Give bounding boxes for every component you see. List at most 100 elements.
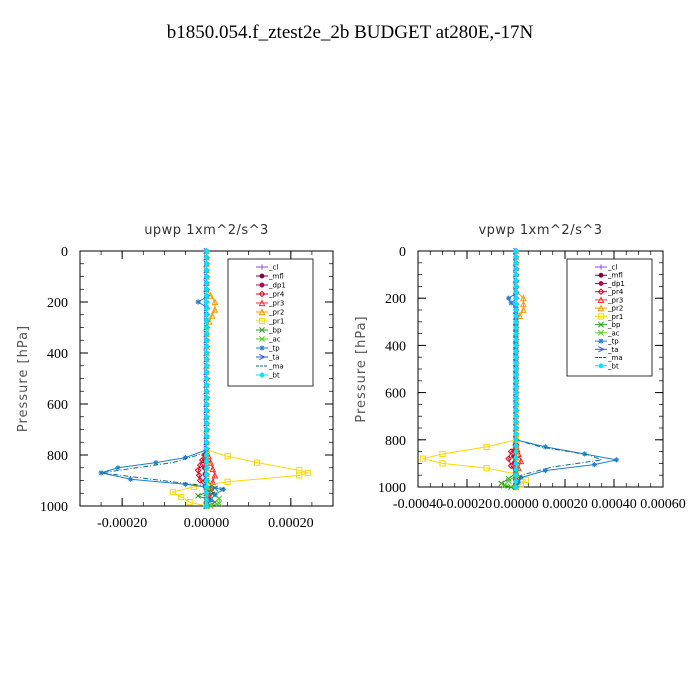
marker bbox=[204, 478, 209, 483]
chart-panel-2: vpwp 1xm^2/s^3 Pressure [hPa] 0 200 400 600 80… bbox=[354, 223, 686, 512]
legend-label: _ac bbox=[607, 329, 620, 337]
marker bbox=[204, 452, 209, 458]
marker bbox=[208, 311, 216, 319]
y-axis-label: Pressure [hPa] bbox=[354, 315, 369, 422]
marker bbox=[513, 325, 519, 331]
marker bbox=[258, 299, 266, 307]
marker bbox=[598, 346, 605, 353]
marker bbox=[259, 336, 265, 342]
y-tick-label: 0 bbox=[399, 245, 406, 260]
marker bbox=[204, 344, 209, 350]
y-tick-label: 0 bbox=[61, 245, 68, 260]
marker bbox=[258, 317, 266, 325]
marker bbox=[258, 308, 266, 316]
legend-label: _bp bbox=[607, 321, 621, 329]
marker bbox=[513, 301, 519, 307]
marker bbox=[204, 312, 209, 318]
marker bbox=[515, 479, 522, 485]
y-axis-label: Pressure [hPa] bbox=[16, 325, 31, 432]
marker bbox=[591, 461, 597, 468]
marker bbox=[613, 457, 620, 463]
marker bbox=[513, 413, 519, 419]
marker bbox=[513, 342, 519, 348]
legend-label: _tp bbox=[607, 338, 619, 346]
legend-label: _ma bbox=[607, 354, 623, 362]
marker bbox=[513, 266, 519, 272]
marker bbox=[204, 350, 209, 356]
marker bbox=[513, 295, 519, 301]
series-bt bbox=[204, 248, 209, 509]
marker bbox=[128, 476, 134, 482]
marker bbox=[208, 497, 214, 503]
marker bbox=[182, 454, 189, 461]
marker bbox=[216, 500, 223, 507]
series-line bbox=[171, 449, 310, 507]
marker bbox=[204, 286, 209, 292]
x-tick-label: 0.00000 bbox=[493, 497, 539, 512]
marker bbox=[204, 458, 209, 464]
marker bbox=[254, 459, 261, 466]
marker bbox=[259, 327, 265, 333]
marker bbox=[224, 453, 231, 460]
marker bbox=[212, 491, 218, 498]
marker bbox=[598, 321, 604, 328]
marker bbox=[204, 388, 209, 394]
y-tick-label: 400 bbox=[47, 347, 68, 362]
marker bbox=[186, 499, 193, 506]
y-tick-label: 1000 bbox=[378, 481, 406, 496]
panel-title: upwp 1xm^2/s^3 bbox=[144, 223, 269, 238]
marker bbox=[506, 295, 512, 301]
marker bbox=[216, 495, 223, 502]
legend-label: _pr4 bbox=[268, 291, 285, 299]
legend-label: _mfl bbox=[607, 272, 623, 280]
marker bbox=[513, 337, 519, 342]
marker bbox=[513, 348, 519, 354]
marker bbox=[513, 254, 519, 260]
marker bbox=[598, 264, 604, 270]
marker bbox=[513, 248, 519, 254]
marker bbox=[513, 472, 519, 478]
marker bbox=[211, 471, 219, 479]
marker bbox=[513, 331, 519, 337]
marker bbox=[195, 472, 203, 479]
marker bbox=[513, 313, 519, 319]
legend-label: _bt bbox=[268, 372, 280, 380]
marker bbox=[598, 272, 604, 278]
marker bbox=[517, 457, 525, 465]
marker bbox=[195, 492, 202, 499]
marker bbox=[169, 488, 176, 496]
marker bbox=[204, 305, 209, 311]
y-tick-label: 200 bbox=[47, 296, 68, 311]
marker bbox=[513, 289, 519, 295]
marker bbox=[207, 458, 215, 466]
legend-label: _cl bbox=[268, 264, 278, 272]
legend-label: _pr1 bbox=[268, 318, 284, 326]
figure-title: b1850.054.f_ztest2e_2b BUDGET at280E,-17… bbox=[166, 22, 534, 43]
marker bbox=[518, 474, 524, 481]
series-bt bbox=[513, 248, 519, 490]
marker bbox=[296, 472, 303, 479]
marker bbox=[204, 414, 209, 420]
y-tick-label: 800 bbox=[385, 434, 406, 449]
marker bbox=[204, 490, 209, 496]
x-tick-label: 0.00060 bbox=[640, 497, 686, 512]
legend-label: _tp bbox=[268, 345, 280, 353]
marker bbox=[507, 462, 515, 470]
x-tick-label: -0.00040 bbox=[393, 497, 443, 512]
marker bbox=[204, 267, 209, 273]
marker bbox=[513, 478, 519, 484]
marker bbox=[224, 478, 231, 485]
marker bbox=[204, 274, 209, 279]
series-pr1 bbox=[169, 446, 311, 510]
marker bbox=[115, 465, 121, 471]
panel-title: vpwp 1xm^2/s^3 bbox=[478, 223, 602, 238]
marker bbox=[204, 299, 209, 305]
x-tick-label: 0.00000 bbox=[184, 516, 230, 531]
marker bbox=[258, 290, 266, 298]
y-tick-label: 600 bbox=[385, 387, 406, 402]
marker bbox=[204, 369, 209, 375]
legend-label: _ta bbox=[607, 346, 619, 354]
marker bbox=[597, 313, 605, 320]
legend-box bbox=[227, 258, 314, 387]
marker bbox=[259, 353, 266, 361]
